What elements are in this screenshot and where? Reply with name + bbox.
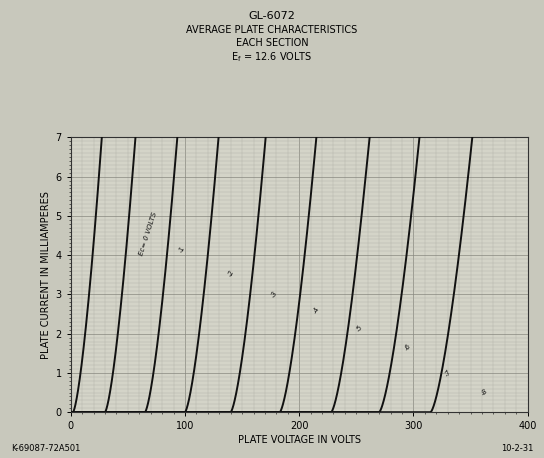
Text: K-69087-72A501: K-69087-72A501 [11,444,81,453]
Text: $\mathregular{E_f}$ = 12.6 VOLTS: $\mathregular{E_f}$ = 12.6 VOLTS [231,50,313,64]
Text: -3: -3 [270,290,278,299]
Text: -7: -7 [443,368,452,377]
Text: -4: -4 [312,305,320,315]
Text: GL-6072: GL-6072 [249,11,295,22]
Text: AVERAGE PLATE CHARACTERISTICS: AVERAGE PLATE CHARACTERISTICS [187,25,357,35]
Text: -8: -8 [480,387,489,396]
Text: -6: -6 [403,343,412,352]
Y-axis label: PLATE CURRENT IN MILLIAMPERES: PLATE CURRENT IN MILLIAMPERES [41,191,51,359]
Text: 10-2-31: 10-2-31 [500,444,533,453]
Text: -1: -1 [177,245,186,254]
Text: EACH SECTION: EACH SECTION [236,38,308,48]
Text: -2: -2 [226,268,235,277]
Text: -5: -5 [355,323,364,333]
X-axis label: PLATE VOLTAGE IN VOLTS: PLATE VOLTAGE IN VOLTS [238,436,361,445]
Text: Ec= 0 VOLTS: Ec= 0 VOLTS [139,211,158,256]
